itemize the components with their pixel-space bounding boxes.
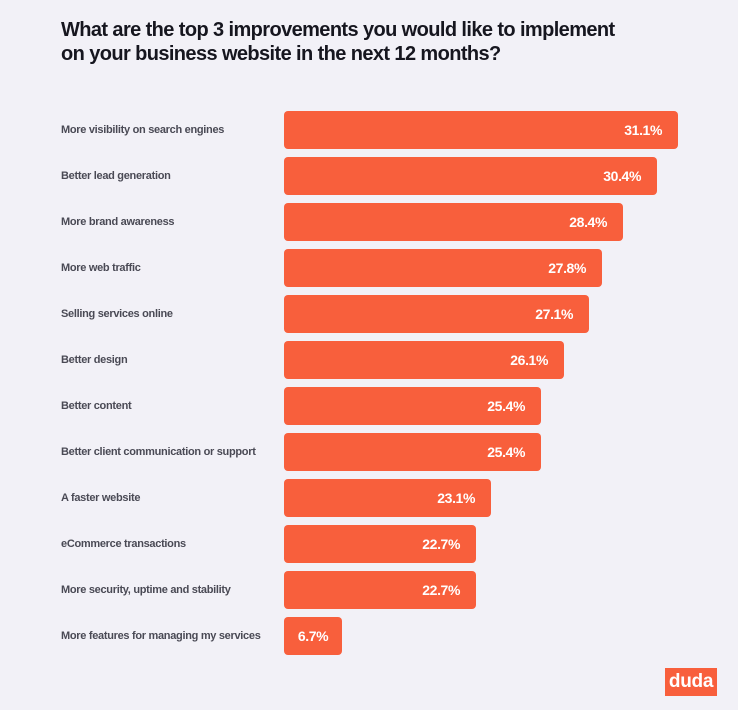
bar-value-label: 22.7% bbox=[422, 536, 460, 552]
bar-value-label: 27.8% bbox=[548, 260, 586, 276]
bar-value-label: 25.4% bbox=[487, 444, 525, 460]
category-label: More brand awareness bbox=[61, 216, 175, 228]
chart-title-line-1: What are the top 3 improvements you woul… bbox=[61, 19, 615, 41]
bar bbox=[284, 571, 476, 609]
bar-value-label: 27.1% bbox=[535, 306, 573, 322]
bar-value-label: 6.7% bbox=[297, 628, 329, 644]
category-label: Better content bbox=[61, 400, 132, 412]
bar bbox=[284, 341, 564, 379]
bar-value-label: 26.1% bbox=[510, 352, 548, 368]
category-label: Selling services online bbox=[61, 308, 173, 320]
bar-value-label: 31.1% bbox=[624, 122, 662, 138]
duda-logo: duda bbox=[665, 668, 717, 696]
category-label: More security, uptime and stability bbox=[61, 584, 231, 596]
category-label: More visibility on search engines bbox=[61, 124, 225, 136]
bar bbox=[284, 525, 476, 563]
bar bbox=[284, 387, 541, 425]
bar-value-label: 28.4% bbox=[569, 214, 607, 230]
bar bbox=[284, 617, 342, 655]
bar bbox=[284, 157, 657, 195]
bar bbox=[284, 433, 541, 471]
bar bbox=[284, 203, 623, 241]
bar bbox=[284, 479, 491, 517]
category-label: More features for managing my services bbox=[61, 630, 261, 642]
bar-value-label: 30.4% bbox=[603, 168, 641, 184]
chart-title: What are the top 3 improvements you woul… bbox=[61, 18, 681, 66]
category-label: eCommerce transactions bbox=[61, 538, 186, 550]
bar-value-label: 23.1% bbox=[437, 490, 475, 506]
category-label: Better client communication or support bbox=[61, 446, 256, 458]
category-label: Better design bbox=[61, 354, 128, 366]
category-label: A faster website bbox=[61, 492, 141, 504]
bar bbox=[284, 249, 602, 287]
bar bbox=[284, 295, 589, 333]
bar-value-label: 25.4% bbox=[487, 398, 525, 414]
chart-title-line-2: on your business website in the next 12 … bbox=[61, 43, 501, 65]
bar-value-label: 22.7% bbox=[422, 582, 460, 598]
bar bbox=[284, 111, 678, 149]
category-label: More web traffic bbox=[61, 262, 141, 274]
category-label: Better lead generation bbox=[61, 170, 171, 182]
